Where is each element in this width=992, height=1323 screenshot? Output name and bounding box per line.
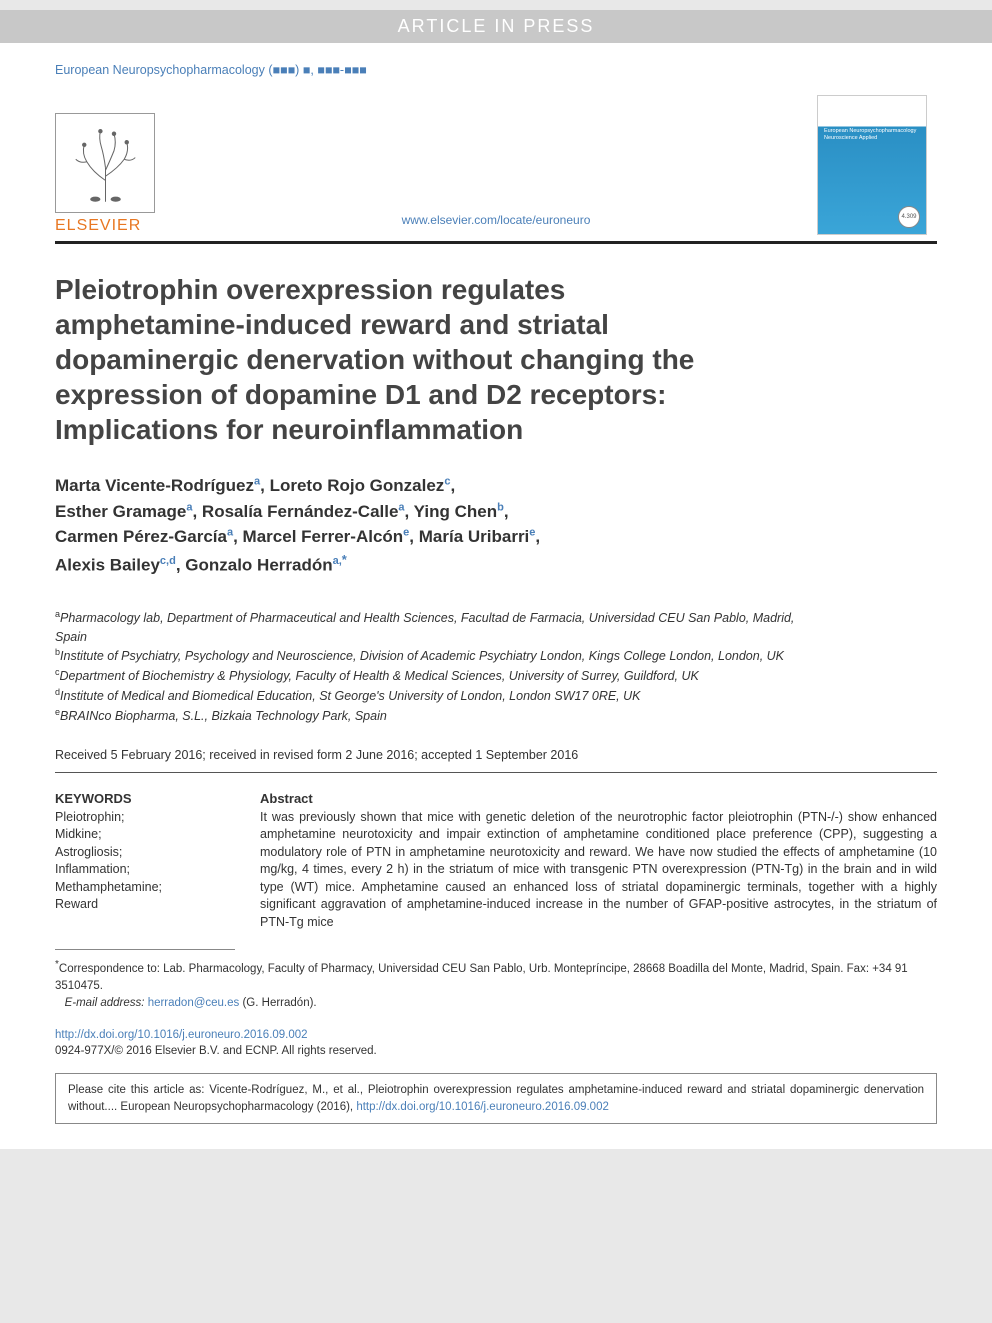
journal-url[interactable]: www.elsevier.com/locate/euroneuro xyxy=(175,213,817,235)
copyright-text: 0924-977X/© 2016 Elsevier B.V. and ECNP.… xyxy=(55,1043,937,1059)
email-author-suffix: (G. Herradón). xyxy=(239,997,316,1009)
email-footnote: E-mail address: herradon@ceu.es (G. Herr… xyxy=(55,995,937,1012)
abstract-heading: Abstract xyxy=(260,791,937,806)
impact-factor-badge: 4.309 xyxy=(898,206,920,228)
cover-title: European Neuropsychopharmacology Neurosc… xyxy=(824,128,920,141)
article-page: ARTICLE IN PRESS European Neuropsychopha… xyxy=(0,10,992,1149)
elsevier-logo-block: ELSEVIER xyxy=(55,113,175,235)
email-link[interactable]: herradon@ceu.es xyxy=(148,997,240,1009)
keywords-list: Pleiotrophin;Midkine;Astrogliosis;Inflam… xyxy=(55,809,230,914)
elsevier-tree-icon xyxy=(55,113,155,213)
section-rule-top xyxy=(55,772,937,773)
citation-doi-link[interactable]: http://dx.doi.org/10.1016/j.euroneuro.20… xyxy=(356,1101,609,1113)
header-rule xyxy=(55,241,937,244)
doi-link[interactable]: http://dx.doi.org/10.1016/j.euroneuro.20… xyxy=(55,1027,937,1043)
doi-copyright-block: http://dx.doi.org/10.1016/j.euroneuro.20… xyxy=(55,1027,937,1059)
article-dates: Received 5 February 2016; received in re… xyxy=(55,748,937,762)
keywords-abstract-row: KEYWORDS Pleiotrophin;Midkine;Astroglios… xyxy=(55,791,937,932)
correspondence-footnote: *Correspondence to: Lab. Pharmacology, F… xyxy=(55,958,937,994)
journal-reference: European Neuropsychopharmacology (■■■) ■… xyxy=(55,63,937,77)
journal-cover-image: European Neuropsychopharmacology Neurosc… xyxy=(817,95,927,235)
keywords-heading: KEYWORDS xyxy=(55,791,230,806)
abstract-column: Abstract It was previously shown that mi… xyxy=(260,791,937,932)
affiliations-list: aPharmacology lab, Department of Pharmac… xyxy=(55,608,805,726)
abstract-text: It was previously shown that mice with g… xyxy=(260,809,937,932)
citation-box: Please cite this article as: Vicente-Rod… xyxy=(55,1073,937,1123)
article-title: Pleiotrophin overexpression regulates am… xyxy=(55,272,755,447)
elsevier-wordmark: ELSEVIER xyxy=(55,217,175,235)
content-wrap: European Neuropsychopharmacology (■■■) ■… xyxy=(0,43,992,1149)
footnote-rule xyxy=(55,949,235,950)
article-in-press-banner: ARTICLE IN PRESS xyxy=(0,10,992,43)
email-label: E-mail address: xyxy=(65,997,148,1009)
keywords-column: KEYWORDS Pleiotrophin;Midkine;Astroglios… xyxy=(55,791,230,932)
journal-cover-block: European Neuropsychopharmacology Neurosc… xyxy=(817,95,937,235)
header-row: ELSEVIER www.elsevier.com/locate/euroneu… xyxy=(55,95,937,235)
authors-list: Marta Vicente-Rodrígueza, Loreto Rojo Go… xyxy=(55,473,775,578)
correspondence-text: Correspondence to: Lab. Pharmacology, Fa… xyxy=(55,963,908,992)
